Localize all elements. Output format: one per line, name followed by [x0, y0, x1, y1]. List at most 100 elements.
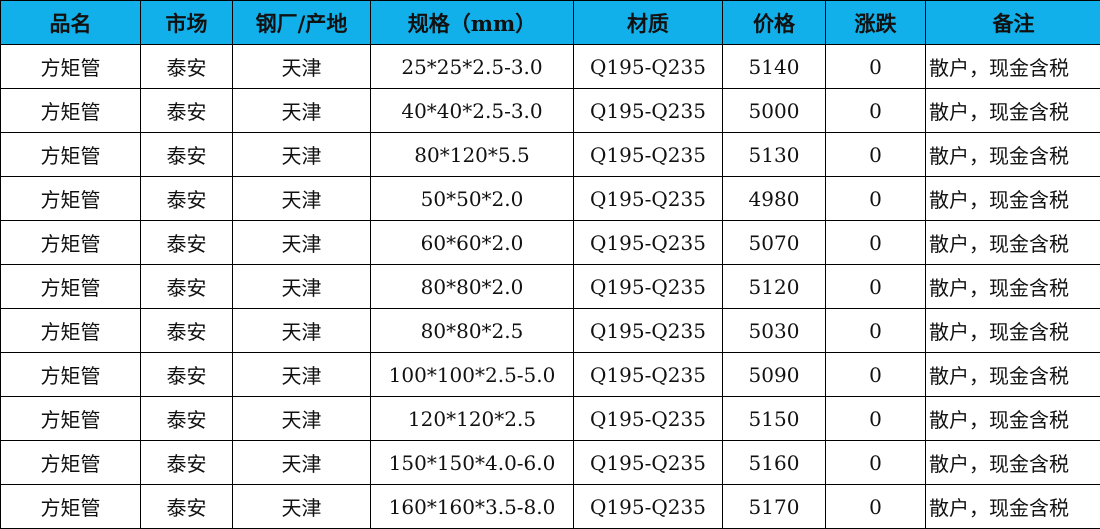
cell-change: 0 — [825, 176, 926, 221]
cell-price: 5170 — [722, 484, 826, 529]
column-header-price: 价格 — [722, 0, 826, 45]
cell-material: Q195-Q235 — [573, 396, 723, 441]
table-row: 方矩管 泰安 天津 100*100*2.5-5.0 Q195-Q235 5090 0 散户，现… — [0, 352, 1100, 397]
cell-change: 0 — [825, 352, 926, 397]
cell-market: 泰安 — [140, 44, 233, 89]
cell-product-name: 方矩管 — [0, 352, 141, 397]
cell-mill-origin: 天津 — [232, 88, 371, 133]
table-row: 方矩管 泰安 天津 120*120*2.5 Q195-Q235 5150 0 散户，现金含税 — [0, 396, 1100, 441]
table-row: 方矩管 泰安 天津 80*80*2.0 Q195-Q235 5120 0 散户，现金含税 — [0, 264, 1100, 309]
cell-change: 0 — [825, 308, 926, 353]
cell-note: 散户，现金含税 — [925, 44, 1100, 89]
cell-note: 散户，现金含税 — [925, 440, 1100, 485]
cell-market: 泰安 — [140, 132, 233, 177]
cell-price: 5130 — [722, 132, 826, 177]
cell-spec: 150*150*4.0-6.0 — [370, 440, 574, 485]
table-row: 方矩管 泰安 天津 150*150*4.0-6.0 Q195-Q235 5160 0 散户，现… — [0, 440, 1100, 485]
column-header-material: 材质 — [573, 0, 723, 45]
cell-material: Q195-Q235 — [573, 440, 723, 485]
cell-material: Q195-Q235 — [573, 44, 723, 89]
cell-spec: 120*120*2.5 — [370, 396, 574, 441]
table-row: 方矩管 泰安 天津 25*25*2.5-3.0 Q195-Q235 5140 0 散户，现金含… — [0, 44, 1100, 89]
cell-price: 4980 — [722, 176, 826, 221]
cell-product-name: 方矩管 — [0, 132, 141, 177]
column-header-change: 涨跌 — [825, 0, 926, 45]
cell-market: 泰安 — [140, 308, 233, 353]
cell-spec: 50*50*2.0 — [370, 176, 574, 221]
cell-note: 散户，现金含税 — [925, 308, 1100, 353]
header-row: 品名 市场 钢厂/产地 规格（mm） 材质 价格 涨跌 备注 — [0, 0, 1100, 45]
cell-change: 0 — [825, 264, 926, 309]
cell-price: 5120 — [722, 264, 826, 309]
cell-change: 0 — [825, 44, 926, 89]
cell-mill-origin: 天津 — [232, 44, 371, 89]
cell-mill-origin: 天津 — [232, 308, 371, 353]
table-row: 方矩管 泰安 天津 80*80*2.5 Q195-Q235 5030 0 散户，现金含税 — [0, 308, 1100, 353]
cell-product-name: 方矩管 — [0, 44, 141, 89]
cell-price: 5150 — [722, 396, 826, 441]
cell-mill-origin: 天津 — [232, 484, 371, 529]
cell-change: 0 — [825, 440, 926, 485]
table-row: 方矩管 泰安 天津 60*60*2.0 Q195-Q235 5070 0 散户，现金含税 — [0, 220, 1100, 265]
cell-product-name: 方矩管 — [0, 308, 141, 353]
cell-price: 5160 — [722, 440, 826, 485]
column-header-product-name: 品名 — [0, 0, 141, 45]
cell-material: Q195-Q235 — [573, 352, 723, 397]
cell-mill-origin: 天津 — [232, 352, 371, 397]
cell-market: 泰安 — [140, 484, 233, 529]
cell-change: 0 — [825, 396, 926, 441]
cell-market: 泰安 — [140, 88, 233, 133]
cell-product-name: 方矩管 — [0, 484, 141, 529]
cell-product-name: 方矩管 — [0, 396, 141, 441]
cell-change: 0 — [825, 484, 926, 529]
cell-mill-origin: 天津 — [232, 176, 371, 221]
column-header-mill-origin: 钢厂/产地 — [232, 0, 371, 45]
cell-market: 泰安 — [140, 440, 233, 485]
cell-note: 散户，现金含税 — [925, 352, 1100, 397]
cell-price: 5030 — [722, 308, 826, 353]
cell-note: 散户，现金含税 — [925, 220, 1100, 265]
cell-price: 5140 — [722, 44, 826, 89]
cell-market: 泰安 — [140, 396, 233, 441]
cell-market: 泰安 — [140, 176, 233, 221]
cell-material: Q195-Q235 — [573, 308, 723, 353]
cell-change: 0 — [825, 220, 926, 265]
cell-material: Q195-Q235 — [573, 176, 723, 221]
cell-market: 泰安 — [140, 352, 233, 397]
cell-spec: 60*60*2.0 — [370, 220, 574, 265]
cell-product-name: 方矩管 — [0, 264, 141, 309]
cell-spec: 80*80*2.5 — [370, 308, 574, 353]
cell-market: 泰安 — [140, 220, 233, 265]
cell-material: Q195-Q235 — [573, 132, 723, 177]
table-row: 方矩管 泰安 天津 160*160*3.5-8.0 Q195-Q235 5170 0 散户，现… — [0, 484, 1100, 529]
cell-product-name: 方矩管 — [0, 220, 141, 265]
cell-price: 5090 — [722, 352, 826, 397]
cell-note: 散户，现金含税 — [925, 484, 1100, 529]
cell-note: 散户，现金含税 — [925, 176, 1100, 221]
table-row: 方矩管 泰安 天津 80*120*5.5 Q195-Q235 5130 0 散户，现金含税 — [0, 132, 1100, 177]
cell-spec: 25*25*2.5-3.0 — [370, 44, 574, 89]
cell-mill-origin: 天津 — [232, 264, 371, 309]
cell-spec: 80*80*2.0 — [370, 264, 574, 309]
cell-change: 0 — [825, 132, 926, 177]
cell-spec: 40*40*2.5-3.0 — [370, 88, 574, 133]
cell-mill-origin: 天津 — [232, 132, 371, 177]
cell-mill-origin: 天津 — [232, 396, 371, 441]
cell-spec: 160*160*3.5-8.0 — [370, 484, 574, 529]
column-header-spec: 规格（mm） — [370, 0, 574, 45]
cell-price: 5070 — [722, 220, 826, 265]
cell-spec: 80*120*5.5 — [370, 132, 574, 177]
cell-note: 散户，现金含税 — [925, 132, 1100, 177]
cell-market: 泰安 — [140, 264, 233, 309]
cell-change: 0 — [825, 88, 926, 133]
cell-material: Q195-Q235 — [573, 88, 723, 133]
table-row: 方矩管 泰安 天津 50*50*2.0 Q195-Q235 4980 0 散户，现金含税 — [0, 176, 1100, 221]
cell-note: 散户，现金含税 — [925, 264, 1100, 309]
cell-price: 5000 — [722, 88, 826, 133]
table-row: 方矩管 泰安 天津 40*40*2.5-3.0 Q195-Q235 5000 0 散户，现金含… — [0, 88, 1100, 133]
column-header-note: 备注 — [925, 0, 1100, 45]
cell-material: Q195-Q235 — [573, 264, 723, 309]
column-header-market: 市场 — [140, 0, 233, 45]
cell-spec: 100*100*2.5-5.0 — [370, 352, 574, 397]
